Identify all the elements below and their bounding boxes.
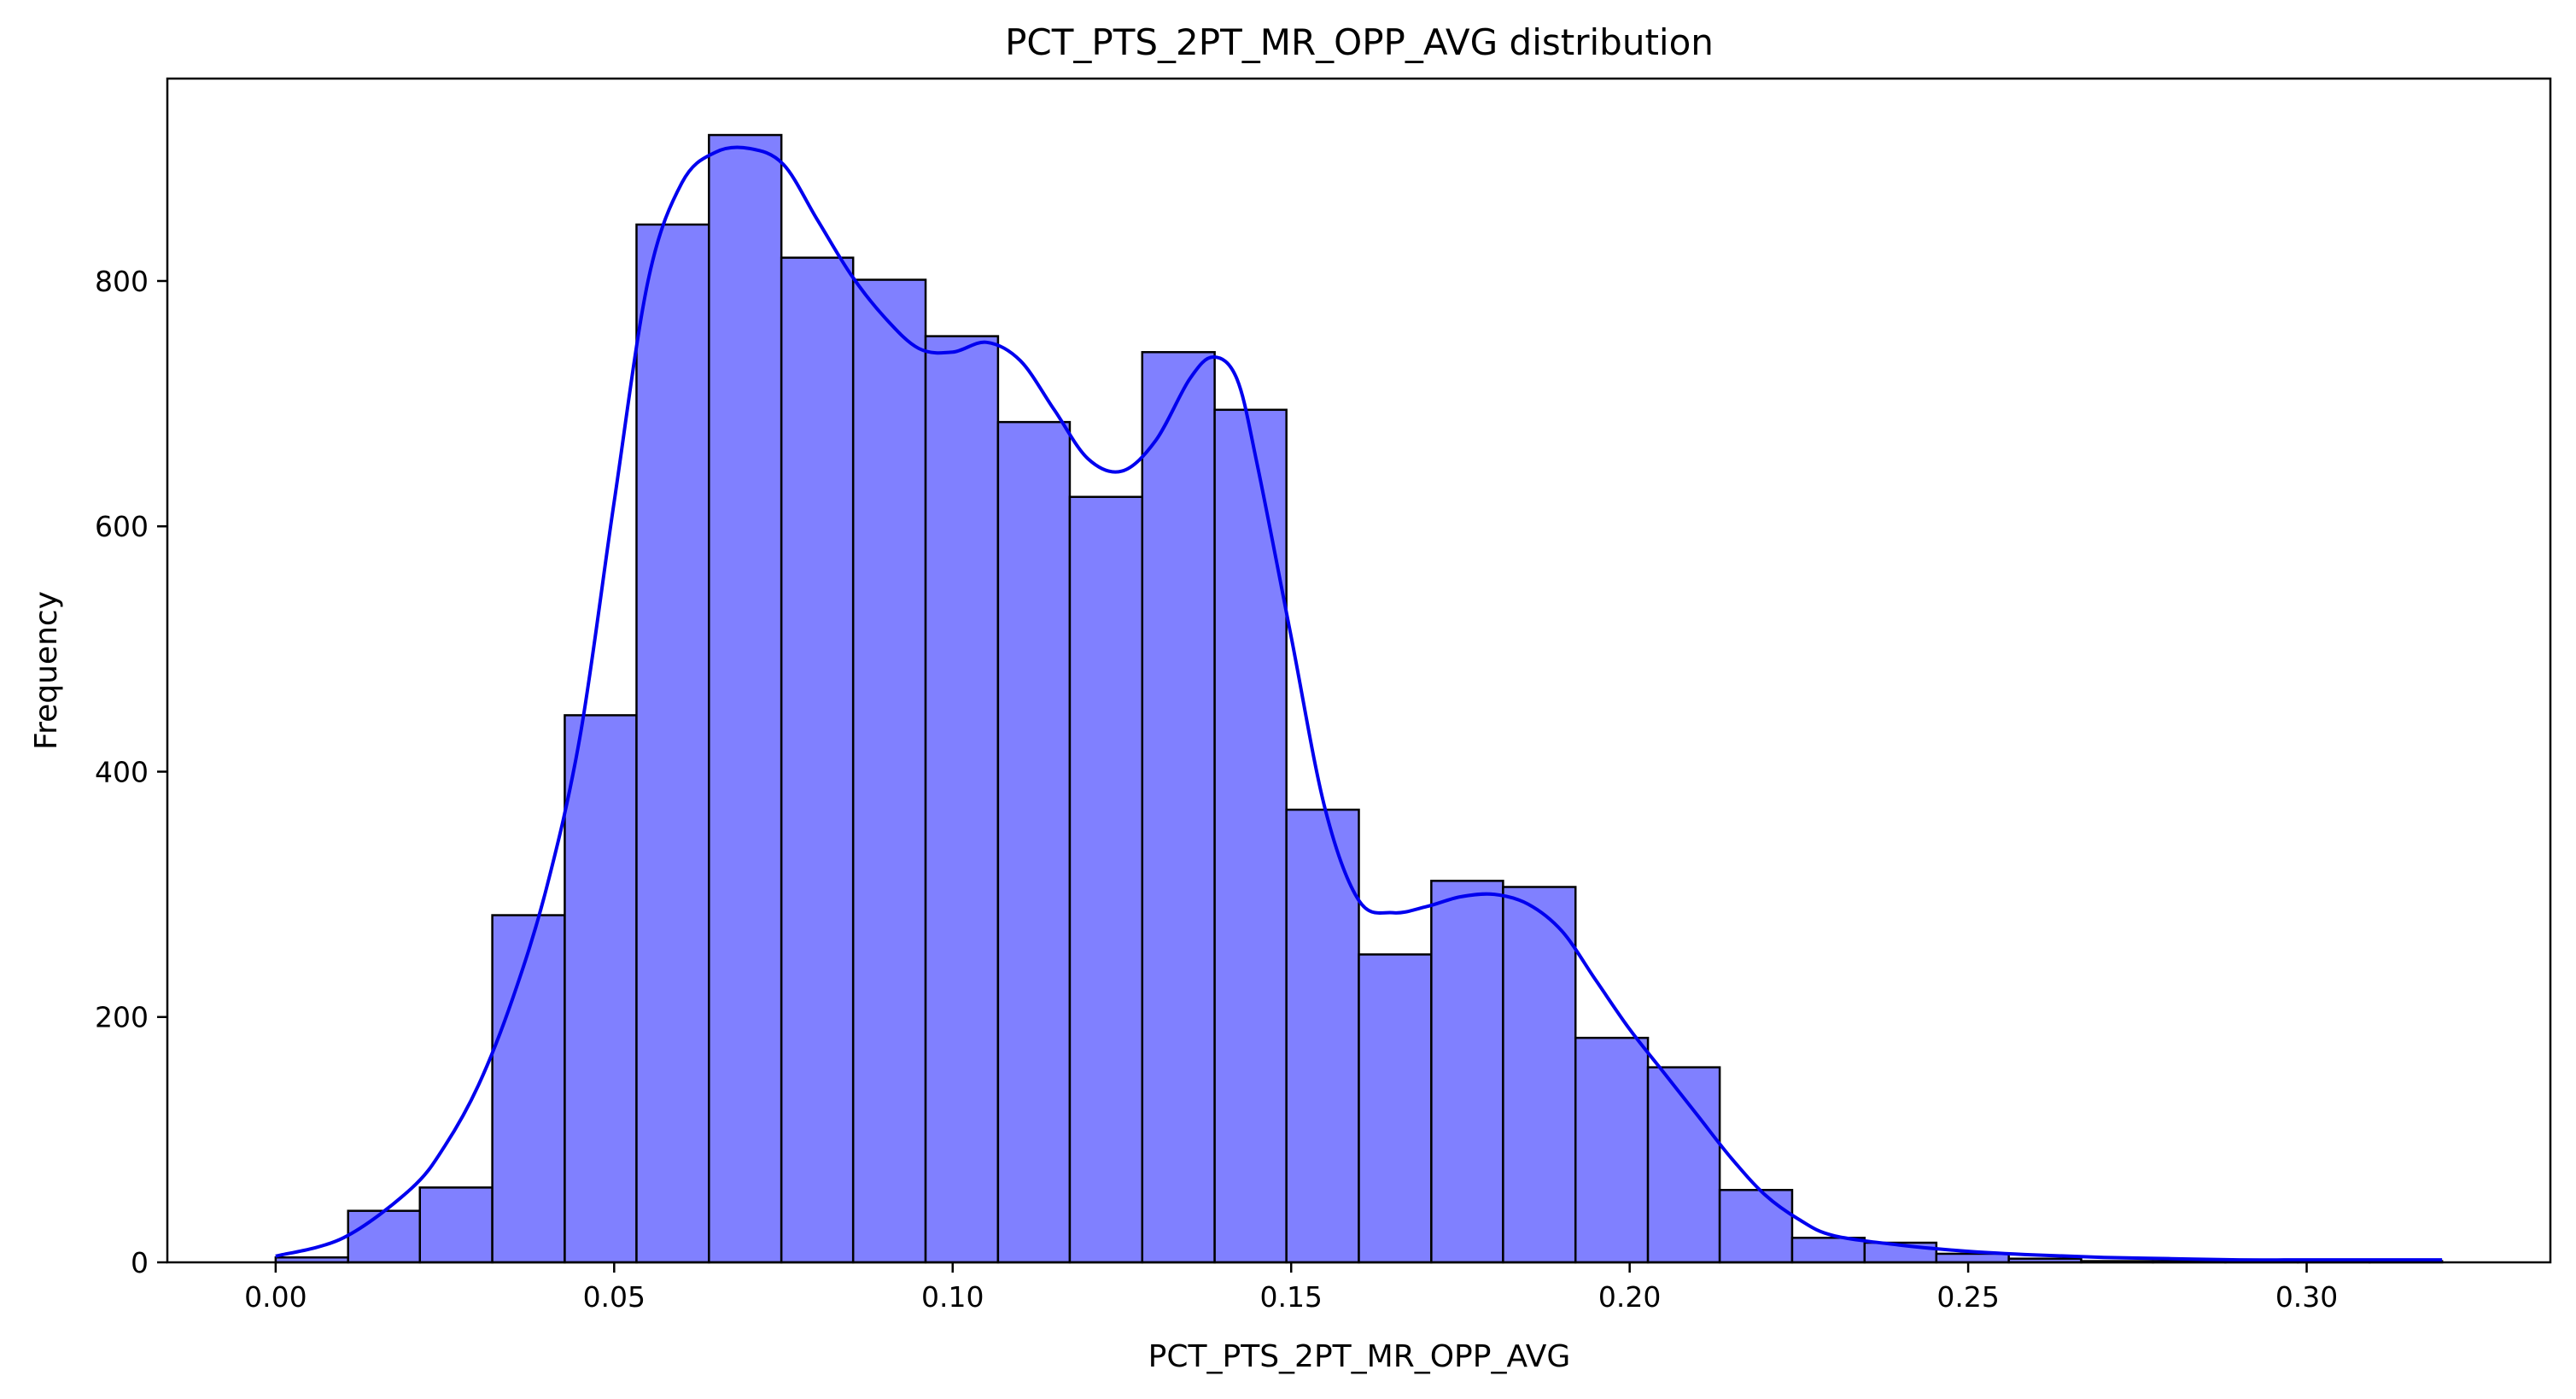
histogram-bar-17	[1502, 886, 1577, 1264]
y-axis-ticks: 0 200 400 600 800	[95, 265, 167, 1279]
histogram-bar-4	[564, 714, 638, 1264]
histogram-bar-15	[1358, 953, 1433, 1264]
x-tick-label-5: 0.25	[1936, 1280, 1999, 1314]
y-tick-label-0: 0	[131, 1246, 149, 1279]
histogram-bar-14	[1285, 808, 1360, 1264]
histogram-bar-9	[924, 335, 1000, 1264]
y-tick-label-1: 200	[95, 1001, 149, 1034]
x-tick-label-1: 0.05	[583, 1280, 645, 1314]
x-tick-label-6: 0.30	[2275, 1280, 2338, 1314]
x-tick-label-2: 0.10	[921, 1280, 984, 1314]
histogram-bar-11	[1068, 495, 1144, 1264]
plot-frame	[166, 77, 2552, 1264]
histogram-bar-2	[418, 1186, 494, 1264]
histogram-bar-18	[1574, 1036, 1650, 1264]
histogram-bar-12	[1141, 351, 1216, 1264]
y-tick-label-2: 400	[95, 755, 149, 788]
histogram-bar-20	[1718, 1189, 1794, 1264]
histogram-bar-21	[1790, 1237, 1866, 1264]
histogram-bar-16	[1430, 880, 1504, 1264]
histogram-bar-8	[851, 278, 927, 1264]
histogram-bar-5	[635, 223, 710, 1264]
x-axis-label: PCT_PTS_2PT_MR_OPP_AVG	[1148, 1339, 1571, 1374]
x-axis-ticks: 0.00 0.05 0.10 0.15 0.20 0.25 0.30	[244, 1262, 2338, 1314]
histogram-bar-6	[708, 133, 783, 1264]
histogram-bars	[274, 133, 2444, 1264]
y-tick-label-3: 600	[95, 510, 149, 543]
histogram-bar-7	[780, 256, 855, 1264]
kde-curve	[275, 145, 2443, 1262]
histogram-bar-23	[1935, 1252, 2010, 1264]
x-tick-label-4: 0.20	[1598, 1280, 1661, 1314]
histogram-bar-13	[1213, 408, 1288, 1264]
chart-title: PCT_PTS_2PT_MR_OPP_AVG distribution	[1005, 21, 1714, 63]
y-axis-label: Frequency	[29, 591, 64, 750]
histogram-bar-3	[491, 914, 566, 1264]
y-tick-label-4: 800	[95, 265, 149, 298]
histogram-bar-1	[347, 1209, 422, 1264]
x-tick-label-0: 0.00	[244, 1280, 307, 1314]
histogram-bar-10	[996, 420, 1072, 1264]
x-tick-label-3: 0.15	[1259, 1280, 1322, 1314]
